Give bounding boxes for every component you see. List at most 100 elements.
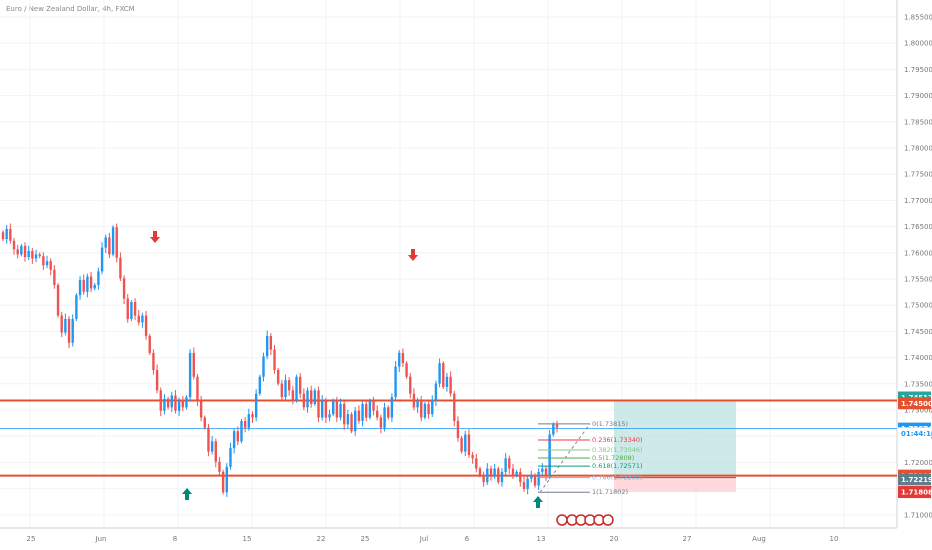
candle-body[interactable] [16,249,19,255]
candle-body[interactable] [350,414,353,432]
candle-body[interactable] [177,400,181,411]
candle-body[interactable] [163,398,166,411]
candle-body[interactable] [335,400,339,418]
candle-body[interactable] [247,414,251,428]
candle-body[interactable] [262,356,265,377]
candle-body[interactable] [328,414,331,418]
candle-body[interactable] [254,393,258,418]
candle-body[interactable] [504,458,507,472]
candle-body[interactable] [478,468,482,476]
candle-body[interactable] [449,376,452,394]
candle-body[interactable] [152,352,155,370]
candle-body[interactable] [240,420,243,442]
candle-body[interactable] [475,458,478,469]
loss-zone[interactable] [614,475,736,493]
candle-body[interactable] [324,400,328,418]
candle-body[interactable] [515,471,518,476]
candle-body[interactable] [541,468,544,472]
candle-body[interactable] [203,417,206,428]
candle-body[interactable] [97,271,100,285]
candle-body[interactable] [232,431,236,449]
candle-body[interactable] [368,400,372,418]
candle-body[interactable] [482,475,485,483]
candle-body[interactable] [196,376,199,401]
candle-body[interactable] [166,398,170,408]
candle-body[interactable] [471,454,474,459]
candle-body[interactable] [357,410,361,421]
candle-body[interactable] [188,352,192,398]
candle-body[interactable] [269,335,273,350]
candle-body[interactable] [442,363,445,387]
candle-body[interactable] [115,227,118,258]
candle-body[interactable] [181,400,184,408]
candle-body[interactable] [174,395,177,411]
candle-body[interactable] [416,400,419,408]
candle-body[interactable] [372,400,375,411]
candle-body[interactable] [434,383,438,401]
candle-body[interactable] [60,315,63,333]
candle-body[interactable] [530,475,533,479]
event-icon[interactable] [556,514,568,526]
candle-body[interactable] [526,478,529,489]
candle-body[interactable] [42,256,45,266]
candle-body[interactable] [100,247,104,272]
candle-body[interactable] [533,475,537,486]
candle-body[interactable] [320,400,324,418]
candle-body[interactable] [431,400,434,415]
candle-body[interactable] [412,393,416,408]
candle-body[interactable] [291,390,295,401]
candle-body[interactable] [258,376,262,394]
candle-body[interactable] [456,420,460,438]
candle-body[interactable] [493,468,496,476]
candle-body[interactable] [89,276,93,289]
candle-body[interactable] [225,466,229,493]
candle-body[interactable] [339,403,342,418]
candle-body[interactable] [170,395,173,408]
candle-body[interactable] [265,335,269,357]
candle-body[interactable] [544,468,548,476]
candle-body[interactable] [295,376,298,401]
candle-body[interactable] [511,468,515,476]
candle-body[interactable] [64,318,67,333]
candle-body[interactable] [49,261,52,270]
candle-body[interactable] [214,441,217,462]
candle-body[interactable] [133,301,137,316]
candle-body[interactable] [280,383,284,398]
candle-body[interactable] [93,284,96,289]
candle-body[interactable] [497,468,500,483]
candle-body[interactable] [75,295,78,319]
candle-body[interactable] [420,400,423,418]
candle-body[interactable] [207,427,210,452]
candle-body[interactable] [155,369,159,391]
candle-body[interactable] [27,251,30,258]
candle-body[interactable] [119,257,122,279]
candle-body[interactable] [302,393,306,408]
candle-body[interactable] [20,245,23,255]
candle-body[interactable] [5,228,8,240]
candle-body[interactable] [67,318,71,343]
candle-body[interactable] [522,482,526,489]
candle-body[interactable] [438,363,441,384]
candle-body[interactable] [56,284,60,316]
candle-body[interactable] [390,397,394,418]
candle-body[interactable] [276,369,280,384]
candle-body[interactable] [365,403,368,418]
candle-body[interactable] [82,279,85,292]
candle-body[interactable] [12,240,16,250]
candle-body[interactable] [243,420,247,428]
candle-body[interactable] [126,298,129,319]
candle-body[interactable] [273,349,276,370]
candle-body[interactable] [251,414,254,418]
candle-body[interactable] [309,390,313,404]
candle-body[interactable] [218,461,221,472]
candle-body[interactable] [537,471,540,486]
candle-body[interactable] [306,390,309,408]
candle-body[interactable] [346,414,350,425]
candle-body[interactable] [34,254,38,259]
candle-body[interactable] [104,237,107,248]
candle-body[interactable] [548,434,551,476]
candle-body[interactable] [398,352,401,367]
candle-body[interactable] [298,376,302,394]
candle-body[interactable] [229,448,232,467]
candle-body[interactable] [464,434,467,452]
